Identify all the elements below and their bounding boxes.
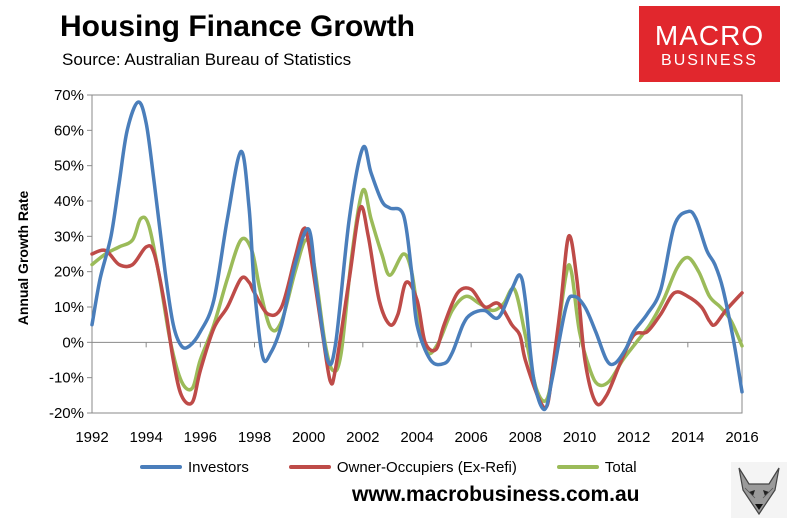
website-url: www.macrobusiness.com.au bbox=[352, 483, 640, 506]
series-line-investors bbox=[90, 100, 744, 412]
x-tick-label: 2010 bbox=[563, 429, 596, 446]
x-tick-label: 1996 bbox=[184, 429, 217, 446]
legend-item-total: Total bbox=[556, 458, 637, 476]
y-axis: 70% 60% 50% 40% 30% 20% 10% 0% -10% -20% bbox=[49, 87, 742, 422]
series-line-owner-occupiers-ex-refi bbox=[90, 204, 744, 410]
x-tick-label: 2016 bbox=[725, 429, 758, 446]
x-tick-label: 2008 bbox=[509, 429, 542, 446]
y-tick-label: 0% bbox=[62, 334, 84, 351]
fox-mascot-icon bbox=[731, 462, 787, 518]
y-axis-label: Annual Growth Rate bbox=[15, 191, 31, 326]
x-tick-label: 1994 bbox=[129, 429, 162, 446]
y-tick-label: -10% bbox=[49, 370, 84, 387]
x-tick-label: 2012 bbox=[617, 429, 650, 446]
legend-swatch-investors bbox=[140, 465, 182, 469]
logo-line-2: BUSINESS bbox=[661, 52, 758, 69]
x-tick-label: 2014 bbox=[671, 429, 704, 446]
x-tick-label: 1998 bbox=[238, 429, 271, 446]
x-tick-label: 1992 bbox=[75, 429, 108, 446]
legend-label-total: Total bbox=[604, 458, 637, 476]
plot-area-frame bbox=[91, 94, 743, 414]
chart-title: Housing Finance Growth bbox=[60, 10, 416, 43]
x-tick-label: 2004 bbox=[400, 429, 433, 446]
x-tick-label: 2002 bbox=[346, 429, 379, 446]
y-tick-label: -20% bbox=[49, 405, 84, 422]
y-tick-label: 40% bbox=[54, 193, 84, 210]
legend: Investors Owner-Occupiers (Ex-Refi) Tota… bbox=[140, 456, 677, 478]
y-tick-label: 10% bbox=[54, 299, 84, 316]
legend-swatch-total bbox=[556, 465, 599, 469]
macrobusiness-logo: MACRO BUSINESS bbox=[639, 6, 780, 82]
chart-subtitle: Source: Australian Bureau of Statistics bbox=[62, 50, 352, 69]
y-tick-label: 60% bbox=[54, 122, 84, 139]
y-tick-label: 20% bbox=[54, 264, 84, 281]
x-tick-label: 2000 bbox=[292, 429, 325, 446]
legend-label-investors: Investors bbox=[188, 458, 249, 476]
legend-item-owner-occupiers: Owner-Occupiers (Ex-Refi) bbox=[288, 458, 517, 476]
logo-line-1: MACRO bbox=[654, 20, 765, 51]
legend-swatch-owner-occupiers bbox=[288, 465, 331, 469]
y-tick-label: 50% bbox=[54, 158, 84, 175]
x-tick-label: 2006 bbox=[454, 429, 487, 446]
legend-item-investors: Investors bbox=[140, 459, 249, 476]
legend-label-owner-occupiers: Owner-Occupiers (Ex-Refi) bbox=[336, 458, 517, 476]
series-group bbox=[90, 100, 744, 412]
y-tick-label: 70% bbox=[54, 87, 84, 104]
y-tick-label: 30% bbox=[54, 228, 84, 245]
x-axis: 1992 1994 1996 1998 2000 2002 2004 2006 2008 2010… bbox=[75, 342, 759, 446]
